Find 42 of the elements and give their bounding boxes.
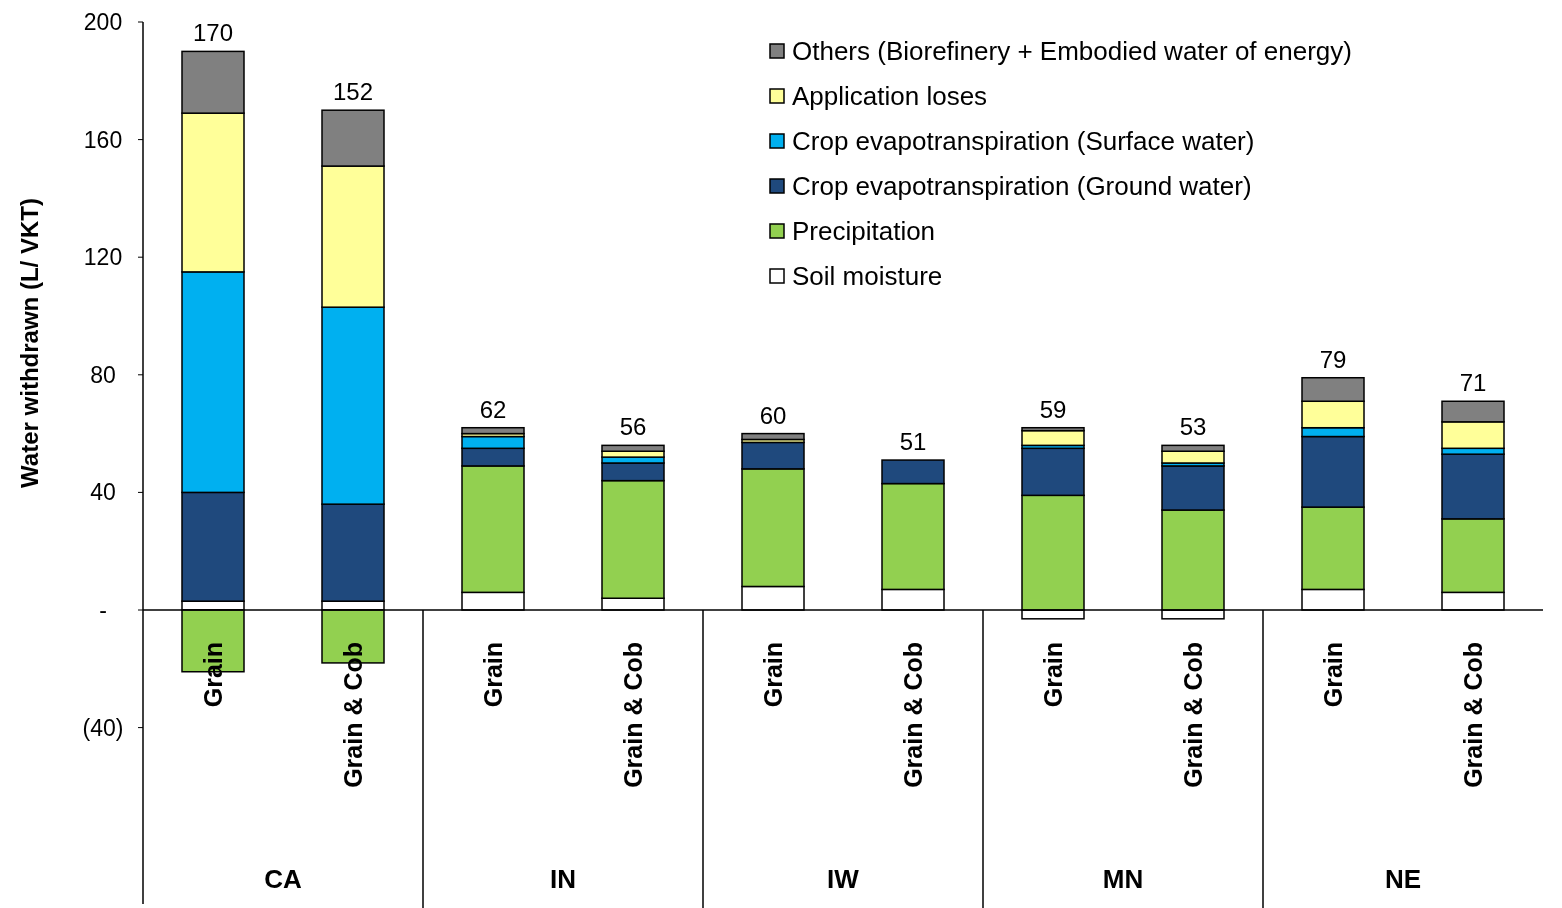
legend-label: Crop evapotranspiration (Surface water) [792,126,1255,157]
total-label: 152 [332,78,374,106]
total-label: 56 [619,413,647,441]
y-tick-label: 160 [83,126,123,153]
bar [1021,429,1085,447]
total-label: 51 [899,428,927,456]
x-tick-label: Grain [1038,642,1067,708]
legend-label: Soil moisture [792,261,943,292]
annotation: IN [550,864,576,894]
total-label: 62 [479,395,507,423]
x-tick-label: Grain [758,642,787,708]
y-tick-label: - [99,597,107,624]
legend-label: Crop evapotranspiration (Ground water) [792,171,1252,202]
x-tick-label: Grain & Cob [1458,642,1487,788]
legend-label: Precipitation [792,216,936,247]
bar [461,426,525,435]
x-tick-label: Grain & Cob [1178,642,1207,788]
total-label: 59 [1039,395,1067,423]
y-tick-label: 40 [90,479,116,506]
total-label: 170 [192,19,234,47]
annotation: MN [1102,864,1144,894]
annotation: IW [827,864,860,894]
legend-label: Others (Biorefinery + Embodied water of energy) [792,36,1352,67]
y-axis-title: Water withdrawn (L/ VKT) [16,198,43,488]
total-label: 60 [759,401,787,429]
y-tick-label: 80 [90,361,116,388]
annotation: NE [1384,864,1422,894]
annotation: CA [264,864,302,894]
x-tick-label: Grain & Cob [898,642,927,788]
x-tick-label: Grain [1318,642,1347,708]
y-tick-label: 120 [83,244,123,271]
bar [741,432,805,441]
y-tick-label: 200 [83,9,123,36]
total-label: 79 [1319,345,1347,373]
legend-label: Application loses [792,81,988,112]
x-tick-label: Grain & Cob [338,642,367,788]
x-tick-label: Grain [478,642,507,708]
x-tick-label: Grain & Cob [618,642,647,788]
total-label: 71 [1459,369,1487,397]
y-tick-label: (40) [82,714,124,741]
x-tick-label: Grain [198,642,227,708]
total-label: 53 [1179,413,1207,441]
